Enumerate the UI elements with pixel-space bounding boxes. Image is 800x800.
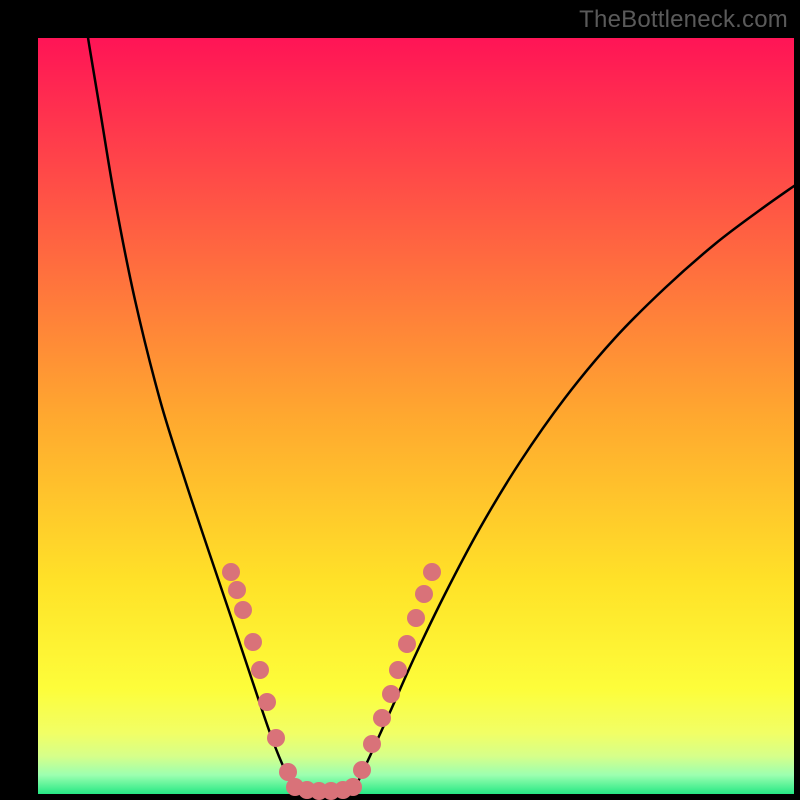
curve-right [356, 186, 794, 786]
chart-frame: TheBottleneck.com [0, 0, 800, 800]
data-marker [234, 601, 252, 619]
data-marker [251, 661, 269, 679]
curve-layer [0, 0, 800, 800]
data-marker [398, 635, 416, 653]
data-marker [389, 661, 407, 679]
data-marker [258, 693, 276, 711]
data-marker [363, 735, 381, 753]
data-marker [415, 585, 433, 603]
data-marker [353, 761, 371, 779]
data-marker [222, 563, 240, 581]
data-marker [423, 563, 441, 581]
data-marker [373, 709, 391, 727]
data-marker [267, 729, 285, 747]
data-marker [344, 778, 362, 796]
data-marker [244, 633, 262, 651]
data-marker [228, 581, 246, 599]
data-marker [382, 685, 400, 703]
markers-group [222, 563, 441, 800]
data-marker [407, 609, 425, 627]
